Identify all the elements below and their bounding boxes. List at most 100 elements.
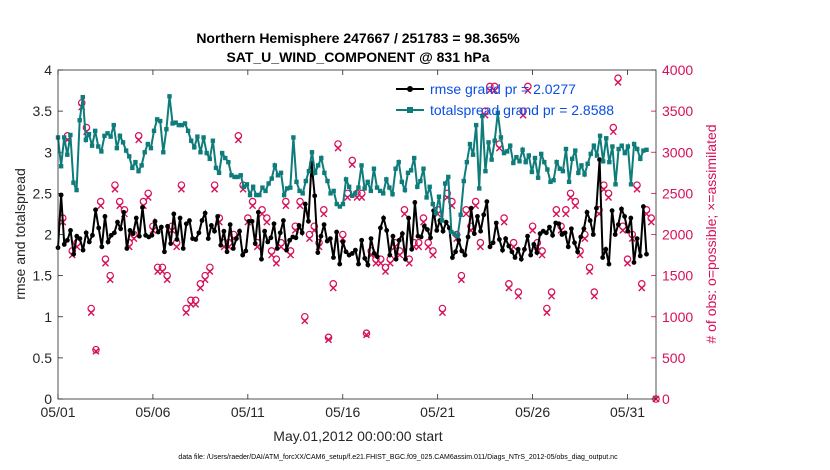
x-tick-label: 05/26 — [515, 404, 550, 420]
x-axis-ticks: 05/01 05/06 05/11 05/16 05/21 05/26 05/31 — [40, 70, 645, 420]
rmse-point — [381, 215, 386, 221]
rmse-point — [493, 220, 499, 226]
rmse-point — [230, 246, 236, 251]
totalspread-point — [517, 159, 522, 164]
rmse-point — [600, 255, 606, 260]
rmse-point — [331, 255, 336, 260]
obs-assimilated-marker — [538, 251, 546, 259]
rmse-point — [255, 209, 261, 215]
obs-assimilated-marker — [111, 185, 119, 193]
totalspread-point — [238, 173, 243, 178]
obs-assimilated-marker — [647, 218, 655, 226]
rmse-point — [221, 228, 227, 234]
totalspread-point — [529, 169, 535, 175]
totalspread-point — [415, 184, 420, 189]
rmse-point — [277, 230, 283, 236]
totalspread-point — [635, 146, 640, 152]
totalspread-point — [412, 155, 417, 161]
totalspread-point — [235, 174, 240, 180]
rmse-point — [562, 230, 568, 236]
totalspread-point — [504, 149, 510, 154]
rmse-point — [500, 247, 505, 253]
obs-assimilated-marker — [296, 202, 304, 210]
rmse-point — [459, 248, 465, 254]
totalspread-point — [281, 192, 287, 198]
rmse-point — [518, 256, 524, 262]
rmse-point — [628, 215, 634, 221]
obs-assimilated-marker — [282, 202, 290, 210]
totalspread-point — [151, 128, 157, 134]
rmse-point — [393, 256, 399, 262]
totalspread-point — [96, 144, 101, 149]
rmse-point — [71, 251, 77, 257]
totalspread-point — [548, 179, 553, 185]
rmse-point — [183, 221, 189, 227]
totalspread-point — [362, 186, 367, 191]
totalspread-point — [269, 176, 274, 181]
x-tick-label: 05/31 — [610, 404, 645, 420]
totalspread-point — [446, 174, 451, 180]
rmse-point — [218, 242, 224, 248]
totalspread-point — [111, 122, 116, 128]
rmse-point — [609, 208, 615, 214]
obs-assimilated-marker — [462, 210, 470, 218]
rmse-point — [152, 218, 158, 224]
totalspread-point — [368, 188, 374, 194]
rmse-point — [615, 222, 621, 228]
obs-assimilated-marker — [173, 243, 181, 251]
totalspread-point — [566, 179, 572, 185]
totalspread-point — [164, 127, 169, 132]
totalspread-point — [68, 132, 73, 138]
rmse-point — [603, 246, 609, 252]
obs-assimilated-marker — [562, 210, 570, 218]
rmse-point — [111, 230, 117, 236]
totalspread-point — [538, 151, 544, 157]
obs-assimilated-marker — [590, 292, 598, 300]
totalspread-point — [266, 181, 271, 186]
totalspread-point — [179, 122, 185, 128]
totalspread-point — [325, 178, 330, 184]
rmse-point — [406, 215, 412, 221]
totalspread-point — [582, 172, 587, 177]
y2-tick-label: 2500 — [662, 185, 693, 201]
obs-assimilated-marker — [263, 218, 271, 226]
y2-tick-label: 1000 — [662, 309, 693, 325]
obs-assimilated-marker — [638, 284, 646, 292]
rmse-point — [102, 214, 108, 219]
rmse-point — [531, 241, 537, 247]
obs-assimilated-marker — [192, 300, 200, 308]
totalspread-point — [492, 138, 497, 143]
rmse-point — [318, 233, 324, 239]
rmse-point — [177, 215, 183, 221]
totalspread-point — [610, 144, 615, 149]
obs-assimilated-marker — [116, 202, 124, 210]
totalspread-point — [473, 122, 479, 128]
rmse-point — [378, 225, 383, 231]
rmse-point — [227, 222, 233, 228]
rmse-point — [622, 214, 627, 219]
obs-assimilated-marker — [567, 193, 575, 201]
rmse-point — [271, 221, 277, 227]
rmse-point — [321, 222, 327, 228]
totalspread-point — [148, 145, 154, 151]
rmse-point — [409, 246, 415, 252]
totalspread-point — [294, 179, 299, 185]
totalspread-point — [83, 137, 89, 143]
totalspread-point — [322, 170, 327, 176]
chart-subtitle: SAT_U_WIND_COMPONENT @ 831 hPa — [226, 49, 489, 65]
rmse-point — [127, 227, 133, 233]
rmse-point — [428, 235, 433, 241]
totalspread-point — [557, 166, 562, 171]
obs-assimilated-marker — [476, 243, 484, 251]
totalspread-point — [477, 186, 482, 191]
totalspread-point — [142, 150, 147, 155]
y2-axis-label: # of obs: o=possible; ×=assimilated — [703, 124, 719, 343]
rmse-point — [90, 232, 95, 238]
totalspread-point — [542, 159, 547, 165]
obs-assimilated-marker — [495, 144, 503, 152]
rmse-point — [543, 230, 549, 236]
obs-assimilated-marker — [358, 193, 366, 201]
rmse-point — [565, 244, 571, 250]
rmse-point — [296, 223, 302, 228]
totalspread-point — [161, 150, 166, 155]
